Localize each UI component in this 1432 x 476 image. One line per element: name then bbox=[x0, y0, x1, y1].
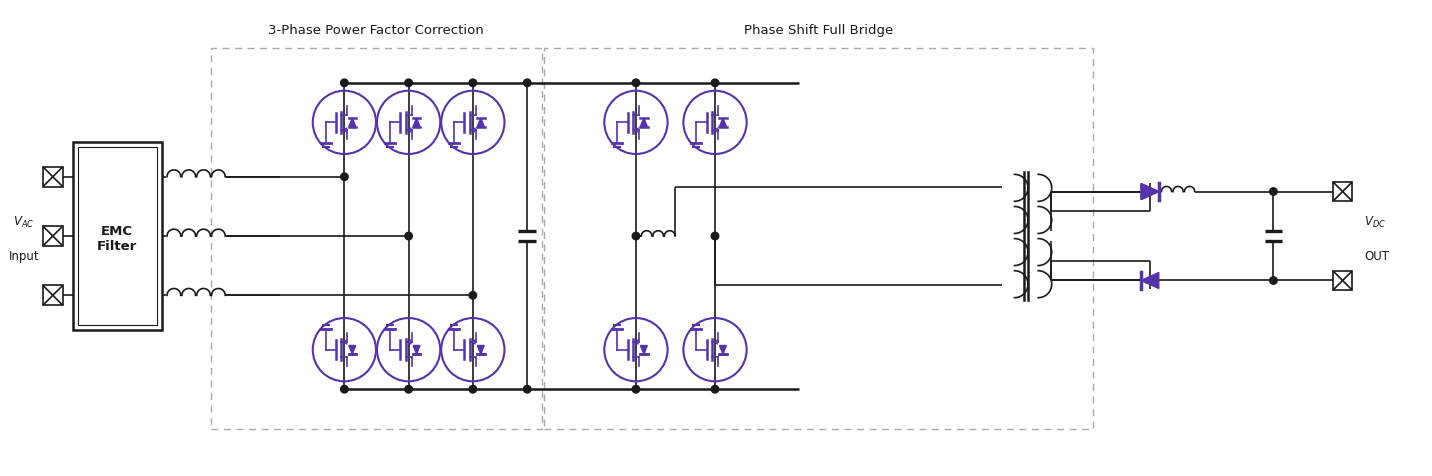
Polygon shape bbox=[412, 346, 420, 354]
Circle shape bbox=[1270, 188, 1277, 196]
Polygon shape bbox=[1141, 184, 1158, 200]
Text: $V_{DC}$: $V_{DC}$ bbox=[1365, 215, 1386, 229]
Polygon shape bbox=[477, 119, 484, 127]
Circle shape bbox=[524, 80, 531, 88]
Text: Input: Input bbox=[9, 249, 40, 262]
Circle shape bbox=[1270, 277, 1277, 285]
Polygon shape bbox=[349, 119, 355, 127]
Polygon shape bbox=[719, 119, 726, 127]
Bar bbox=[1333, 182, 1352, 202]
Circle shape bbox=[341, 80, 348, 88]
Circle shape bbox=[712, 80, 719, 88]
Polygon shape bbox=[349, 346, 355, 354]
Text: Filter: Filter bbox=[97, 240, 137, 253]
Bar bbox=[1333, 271, 1352, 291]
Circle shape bbox=[632, 386, 640, 393]
Circle shape bbox=[470, 386, 477, 393]
Polygon shape bbox=[477, 346, 484, 354]
Circle shape bbox=[341, 174, 348, 181]
Text: 3-Phase Power Factor Correction: 3-Phase Power Factor Correction bbox=[268, 24, 484, 37]
Polygon shape bbox=[719, 346, 726, 354]
Bar bbox=[43, 168, 63, 187]
Circle shape bbox=[470, 80, 477, 88]
Circle shape bbox=[524, 386, 531, 393]
Polygon shape bbox=[640, 119, 647, 127]
Circle shape bbox=[712, 386, 719, 393]
Text: $V_{AC}$: $V_{AC}$ bbox=[13, 215, 34, 229]
Polygon shape bbox=[640, 346, 647, 354]
Circle shape bbox=[632, 80, 640, 88]
Circle shape bbox=[405, 233, 412, 240]
Bar bbox=[73, 143, 162, 330]
Text: Phase Shift Full Bridge: Phase Shift Full Bridge bbox=[745, 24, 894, 37]
Bar bbox=[43, 286, 63, 306]
Bar bbox=[43, 227, 63, 247]
Bar bbox=[77, 148, 156, 325]
Circle shape bbox=[405, 80, 412, 88]
Circle shape bbox=[632, 233, 640, 240]
Circle shape bbox=[712, 233, 719, 240]
Polygon shape bbox=[412, 119, 420, 127]
Circle shape bbox=[341, 386, 348, 393]
Circle shape bbox=[470, 292, 477, 299]
Text: EMC: EMC bbox=[102, 224, 133, 237]
Polygon shape bbox=[1141, 184, 1158, 200]
Polygon shape bbox=[1141, 273, 1158, 289]
Circle shape bbox=[405, 386, 412, 393]
Text: OUT: OUT bbox=[1365, 249, 1389, 262]
